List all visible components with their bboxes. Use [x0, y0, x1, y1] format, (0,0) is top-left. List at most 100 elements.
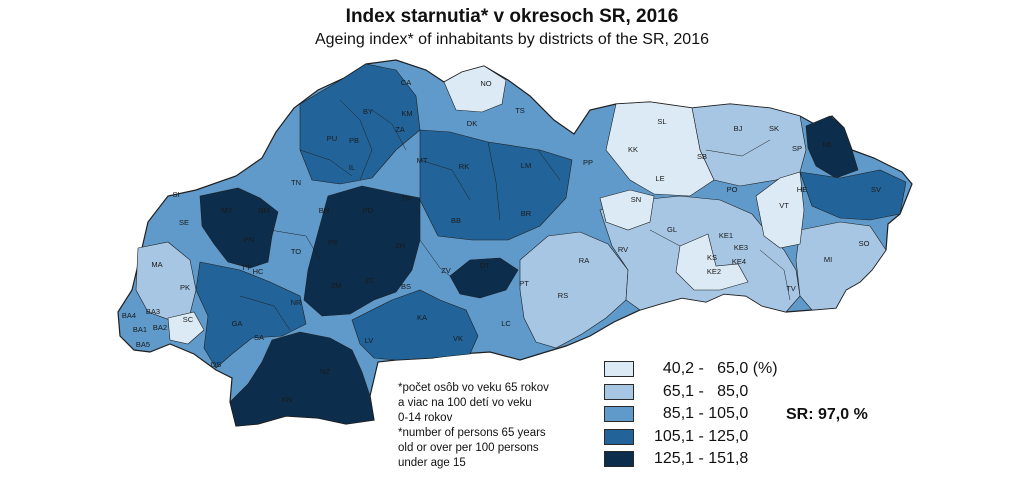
region-far-east-lightmid	[795, 221, 887, 311]
district-code-gl: GL	[667, 225, 677, 234]
footnote-line: 0-14 rokov	[398, 412, 453, 424]
legend-label: 125,1 - 151,8	[654, 450, 749, 468]
district-code-br: BR	[521, 209, 532, 218]
district-code-sc: SC	[183, 315, 194, 324]
district-code-rv: RV	[618, 245, 628, 254]
district-code-lc: LC	[501, 319, 511, 328]
district-code-rs: RS	[558, 291, 568, 300]
footnote-line: *number of persons 65 years	[398, 427, 546, 439]
district-code-ke3: KE3	[734, 243, 748, 252]
district-code-bs: BS	[401, 282, 411, 291]
district-code-za: ZA	[395, 125, 405, 134]
district-code-nm: NM	[258, 206, 270, 215]
region-east-light	[599, 189, 655, 231]
district-code-pk: PK	[180, 283, 190, 292]
region-sc-light	[167, 311, 205, 345]
district-code-ks: KS	[707, 253, 717, 262]
district-code-ba1: BA1	[133, 325, 147, 334]
district-code-sn: SN	[631, 195, 641, 204]
region-east-mid	[799, 169, 907, 221]
district-code-sb: SB	[697, 152, 707, 161]
legend-swatch	[604, 383, 634, 400]
district-code-tn: TN	[291, 178, 301, 187]
legend-item: 40,2 - 65,0 (%)	[604, 358, 778, 381]
district-code-sa: SA	[254, 333, 264, 342]
district-code-vt: VT	[779, 201, 789, 210]
sr-national-value: SR: 97,0 %	[786, 406, 868, 423]
district-code-zm: ZM	[331, 281, 342, 290]
legend-item: 105,1 - 125,0	[604, 426, 778, 449]
district-code-he: HE	[797, 185, 807, 194]
footnote-line: old or over per 100 persons	[398, 442, 539, 454]
district-code-labels: CA NO TS BY KM ZA DK PU PB IL MT RK LM TN BN PD TR SI MY NM…	[122, 78, 881, 404]
district-code-pe: PE	[328, 238, 338, 247]
legend-label: 40,2 - 65,0 (%)	[654, 360, 778, 378]
district-code-by: BY	[363, 107, 373, 116]
region-south-lightmid	[519, 231, 629, 349]
footnote: *počet osôb vo veku 65 rokov a viac na 1…	[398, 381, 549, 471]
district-code-tr: TR	[401, 194, 412, 203]
district-code-po: PO	[727, 185, 738, 194]
district-code-ke1: KE1	[719, 231, 733, 240]
district-code-lv: LV	[365, 336, 374, 345]
district-code-pu: PU	[327, 134, 337, 143]
region-south-mid	[351, 289, 479, 361]
district-code-mi: MI	[824, 255, 832, 264]
legend-item: 85,1 - 105,0	[604, 403, 778, 426]
district-code-sv: SV	[871, 185, 881, 194]
district-code-so: SO	[859, 239, 870, 248]
legend-swatch	[604, 451, 634, 468]
district-code-pn: PN	[244, 235, 254, 244]
district-code-kk: KK	[628, 145, 638, 154]
legend-label: 65,1 - 85,0	[654, 382, 749, 400]
district-code-pt: PT	[519, 279, 529, 288]
district-code-ba3: BA3	[146, 307, 160, 316]
chart-title: Index starnutia* v okresoch SR, 2016	[345, 6, 679, 27]
district-code-si: SI	[172, 190, 179, 199]
district-code-sp: SP	[792, 144, 802, 153]
district-code-mt: MT	[417, 156, 428, 165]
region-north-mid	[299, 63, 421, 185]
district-code-ts: TS	[515, 106, 525, 115]
district-code-ga: GA	[232, 319, 243, 328]
region-north-light	[443, 65, 507, 113]
district-code-zv: ZV	[441, 266, 451, 275]
region-west-dark	[199, 187, 279, 269]
district-code-kn: KN	[282, 395, 292, 404]
district-code-ke2: KE2	[707, 267, 721, 276]
district-code-ba2: BA2	[153, 323, 167, 332]
district-code-zh: ZH	[395, 241, 405, 250]
legend-swatch	[604, 428, 634, 445]
district-code-no: NO	[480, 79, 491, 88]
district-code-hc: HC	[253, 267, 264, 276]
legend-item: 125,1 - 151,8	[604, 448, 778, 471]
district-code-ke4: KE4	[732, 257, 746, 266]
region-northeast-light	[605, 101, 715, 197]
district-code-bj: BJ	[734, 124, 743, 133]
legend-swatch	[604, 406, 634, 423]
district-code-ds: DS	[211, 360, 221, 369]
district-code-ka: KA	[417, 313, 427, 322]
district-code-il: IL	[349, 163, 355, 172]
district-code-tv: TV	[786, 284, 796, 293]
region-west-mid	[195, 261, 307, 369]
district-code-ma: MA	[151, 260, 162, 269]
district-code-to: TO	[291, 247, 301, 256]
legend-swatch	[604, 361, 634, 378]
district-code-vk: VK	[453, 334, 463, 343]
legend: 40,2 - 65,0 (%) 65,1 - 85,0 85,1 - 105,0…	[604, 358, 778, 471]
region-vt-light	[755, 171, 805, 249]
region-center-mid	[419, 129, 573, 241]
district-code-rk: RK	[459, 162, 469, 171]
district-code-sk: SK	[769, 124, 779, 133]
district-code-dt: DT	[480, 261, 490, 270]
district-code-ca: CA	[401, 78, 411, 87]
district-code-dk: DK	[467, 119, 477, 128]
footnote-line: a viac na 100 detí vo veku	[398, 397, 532, 409]
district-code-zc: ZC	[365, 276, 376, 285]
district-code-sl: SL	[657, 117, 666, 126]
district-code-ba4: BA4	[122, 311, 136, 320]
region-south-dark	[229, 331, 375, 427]
district-code-ra: RA	[579, 256, 589, 265]
